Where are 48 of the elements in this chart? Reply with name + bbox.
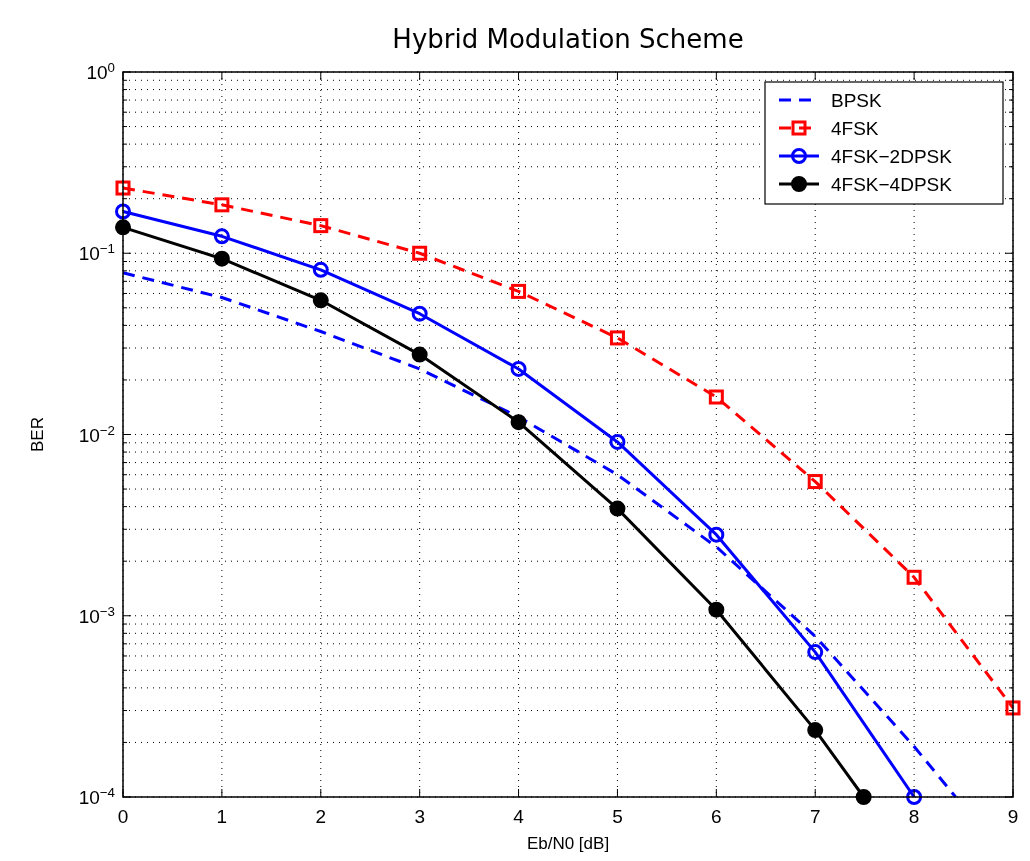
y-tick-label: 10$^{−4}$ (78, 784, 115, 808)
y-tick-label: 10$^{−1}$ (78, 240, 115, 265)
chart-title: Hybrid Modulation Scheme (392, 24, 744, 54)
x-tick-label: 9 (1007, 806, 1019, 827)
point (906, 789, 923, 805)
legend-label: 4FSK (831, 118, 879, 139)
point (807, 722, 824, 739)
x-tick-label: 8 (908, 806, 920, 827)
y-tick-label: 10$^{0}$ (86, 59, 115, 83)
x-tick-label: 4 (513, 806, 525, 827)
point (313, 218, 329, 234)
point (411, 346, 428, 363)
legend-label: 4FSK−2DPSK (831, 146, 953, 167)
point (708, 389, 724, 405)
point (115, 180, 131, 196)
legend-label: BPSK (831, 90, 883, 111)
point (411, 305, 428, 322)
x-tick-label: 2 (315, 806, 327, 827)
point (510, 360, 527, 377)
point (708, 526, 725, 543)
x-tick-label: 0 (117, 806, 129, 827)
x-axis-title: Eb/N0 [dB] (526, 834, 610, 853)
point (708, 601, 725, 618)
point (214, 197, 230, 213)
y-tick-label: 10$^{−2}$ (78, 422, 115, 446)
y-axis-title: BER (28, 417, 47, 452)
point (807, 644, 824, 661)
point (609, 433, 626, 450)
x-tick-label: 5 (612, 806, 623, 827)
point (213, 250, 230, 267)
x-tick-label: 1 (216, 806, 228, 827)
point (115, 203, 131, 220)
point (609, 500, 626, 517)
legend-label: 4FSK−4DPSK (831, 174, 953, 195)
point (213, 228, 230, 245)
point (312, 261, 329, 278)
point (412, 245, 428, 261)
x-tick-label: 6 (711, 806, 722, 827)
y-tick-label: 10$^{−3}$ (78, 603, 115, 627)
point (312, 292, 329, 309)
point (510, 414, 527, 431)
point (609, 330, 625, 346)
x-tick-label: 7 (809, 806, 821, 827)
point (1005, 700, 1021, 716)
point (807, 474, 823, 490)
x-tick-label: 3 (414, 806, 425, 827)
point (906, 569, 922, 585)
point (511, 283, 527, 299)
